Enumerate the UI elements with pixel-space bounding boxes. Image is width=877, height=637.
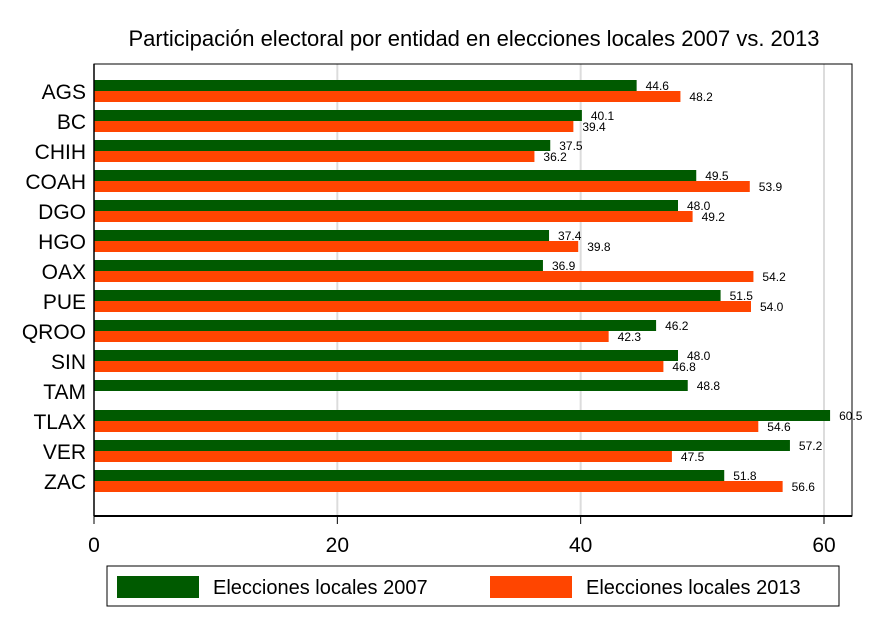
- data-label: 49.5: [705, 169, 729, 183]
- bar-2013: [94, 481, 783, 492]
- x-ticks: 0 20 40 60: [88, 516, 836, 557]
- bar-2007: [94, 80, 637, 91]
- data-label: 54.2: [762, 270, 786, 284]
- data-label: 53.9: [759, 180, 783, 194]
- category-label: HGO: [38, 231, 86, 254]
- data-label: 47.5: [681, 450, 705, 464]
- category-label: CHIH: [35, 141, 86, 164]
- category-label: SIN: [51, 351, 86, 374]
- data-label: 39.8: [587, 240, 611, 254]
- bar-2013: [94, 361, 664, 372]
- category-label: COAH: [25, 171, 86, 194]
- bar-2007: [94, 200, 678, 211]
- data-labels: 44.648.240.139.437.536.249.553.948.049.2…: [543, 79, 862, 494]
- bar-2007: [94, 230, 550, 241]
- category-label: DGO: [38, 201, 86, 224]
- bar-2007: [94, 110, 582, 121]
- data-label: 54.0: [760, 300, 784, 314]
- bar-2013: [94, 91, 681, 102]
- chart-title: Participación electoral por entidad en e…: [129, 26, 820, 51]
- data-label: 48.0: [687, 199, 711, 213]
- data-label: 48.8: [697, 379, 721, 393]
- bar-2007: [94, 410, 831, 421]
- data-label: 42.3: [618, 330, 642, 344]
- category-label: QROO: [22, 321, 86, 344]
- bar-2013: [94, 241, 579, 252]
- x-tick-label: 20: [326, 534, 349, 557]
- x-tick-label: 60: [812, 534, 835, 557]
- data-label: 37.4: [558, 229, 582, 243]
- data-label: 48.0: [687, 349, 711, 363]
- x-tick-label: 40: [569, 534, 592, 557]
- category-label: TLAX: [33, 411, 86, 434]
- category-label: PUE: [43, 291, 86, 314]
- bar-2007: [94, 170, 697, 181]
- bar-2013: [94, 181, 750, 192]
- bar-2013: [94, 301, 751, 312]
- data-label: 40.1: [591, 109, 615, 123]
- bar-2007: [94, 440, 790, 451]
- bar-2007: [94, 470, 725, 481]
- data-label: 36.9: [552, 259, 576, 273]
- legend-swatch-2013: [490, 576, 572, 598]
- data-label: 51.5: [730, 289, 754, 303]
- data-label: 37.5: [559, 139, 583, 153]
- data-label: 36.2: [543, 150, 567, 164]
- bar-2013: [94, 121, 574, 132]
- category-label: ZAC: [44, 471, 86, 494]
- data-label: 54.6: [767, 420, 791, 434]
- category-label: VER: [43, 441, 86, 464]
- bar-2007: [94, 290, 721, 301]
- bar-2013: [94, 151, 535, 162]
- data-label: 57.2: [799, 439, 823, 453]
- legend: Elecciones locales 2007 Elecciones local…: [106, 565, 840, 607]
- bar-2013: [94, 451, 672, 462]
- data-label: 39.4: [582, 120, 606, 134]
- bar-2013: [94, 421, 759, 432]
- bars: [94, 80, 831, 492]
- legend-label-2013: Elecciones locales 2013: [586, 577, 801, 599]
- data-label: 51.8: [733, 469, 757, 483]
- bar-2007: [94, 380, 688, 391]
- x-tick-label: 0: [88, 534, 100, 557]
- category-label: AGS: [42, 81, 86, 104]
- category-label: BC: [57, 111, 86, 134]
- data-label: 46.2: [665, 319, 689, 333]
- legend-swatch-2007: [117, 576, 199, 598]
- category-labels: AGS BC CHIH COAH DGO HGO OAX PUE QROO SIN TAM TLAX V…: [22, 81, 86, 494]
- bar-2007: [94, 320, 657, 331]
- data-label: 49.2: [702, 210, 726, 224]
- legend-label-2007: Elecciones locales 2007: [213, 577, 428, 599]
- category-label: OAX: [42, 261, 86, 284]
- bar-2007: [94, 140, 551, 151]
- data-label: 44.6: [646, 79, 670, 93]
- bar-2013: [94, 331, 609, 342]
- bar-2013: [94, 211, 693, 222]
- data-label: 48.2: [689, 90, 713, 104]
- data-label: 46.8: [672, 360, 696, 374]
- bar-2007: [94, 350, 678, 361]
- bar-2007: [94, 260, 543, 271]
- data-label: 60.5: [839, 409, 863, 423]
- data-label: 56.6: [792, 480, 816, 494]
- legend-frame: [106, 565, 840, 607]
- category-label: TAM: [43, 381, 86, 404]
- bar-2013: [94, 271, 754, 282]
